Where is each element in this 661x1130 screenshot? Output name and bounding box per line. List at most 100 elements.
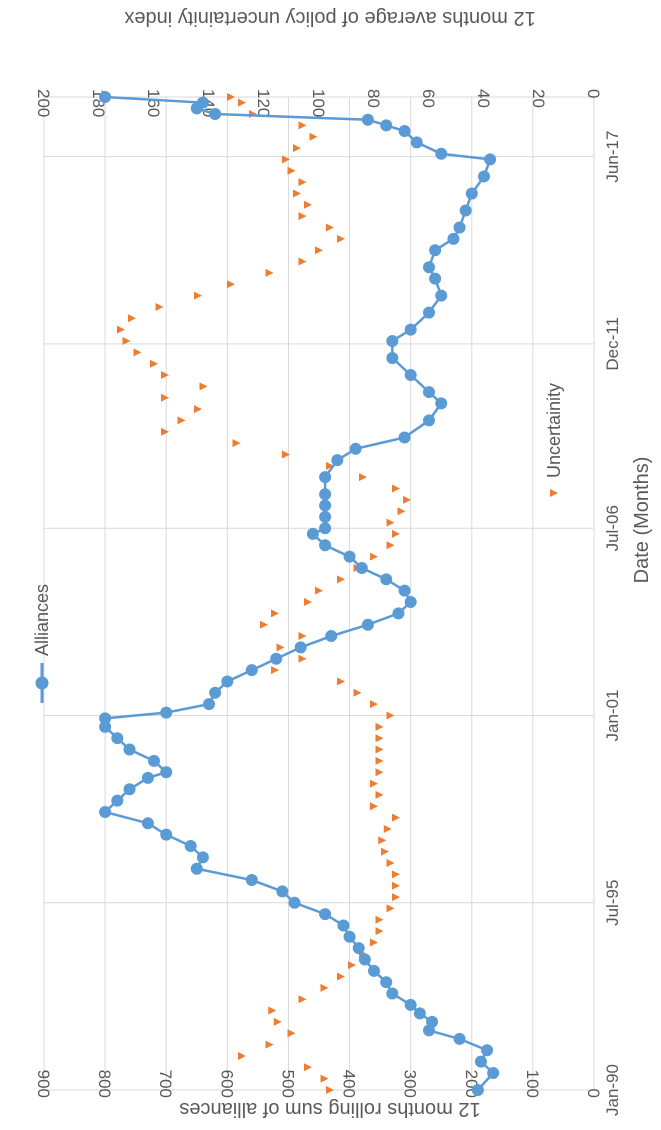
alliances-point [386,334,399,347]
alliances-point [99,805,112,818]
uncertainity-point [386,904,395,913]
x-axis-tick-label: Jun-17 [603,131,622,183]
uncertainity-point [386,859,395,868]
alliances-point [426,1015,439,1028]
alliances-point [337,919,350,932]
uncertainity-point [155,302,164,311]
uncertainity-point [287,1029,296,1038]
uncertainity-point [375,927,384,936]
uncertainity-point [326,461,334,470]
alliances-point [343,930,356,943]
alliances-point [481,1044,494,1057]
alliances-point [361,113,374,126]
alliances-point [270,652,283,665]
right-axis-tick-label: 80 [364,89,383,108]
alliances-point [160,706,173,719]
uncertainity-point [337,575,345,584]
alliances-point [196,851,209,864]
uncertainity-point [265,268,274,277]
alliances-point [447,232,460,245]
alliances-point [209,108,222,121]
alliances-point [398,431,411,444]
uncertainity-point [238,98,246,107]
uncertainity-point [381,847,389,856]
legend-entry-uncertainity: Uncertainity [544,383,564,497]
uncertainity-point [298,257,307,266]
uncertainity-point [293,189,301,198]
alliances-series [99,91,500,1096]
alliances-point [410,136,423,149]
uncertainity-point [392,881,400,890]
uncertainity-point [375,768,384,777]
uncertainity-point [273,1017,282,1026]
uncertainity-series [117,93,411,1094]
alliances-point [319,499,332,512]
alliances-point [245,874,258,887]
uncertainity-point [177,416,186,425]
legend-label-alliances: Alliances [32,584,52,656]
uncertainity-point [298,121,307,130]
uncertainity-point [227,93,235,101]
alliances-point [474,1055,487,1068]
right-axis-tick-label: 0 [584,89,603,98]
alliances-point [380,119,393,132]
uncertainity-point [392,529,400,538]
alliances-point [386,987,399,1000]
alliances-point [184,840,197,853]
uncertainity-point [375,734,384,743]
alliances-point [148,754,160,767]
alliances-point [123,743,136,756]
gridlines [43,96,595,1091]
alliances-point [203,698,215,711]
legend: Alliances Uncertainity [32,383,564,703]
uncertainity-point [375,915,384,924]
uncertainity-point [282,450,290,459]
alliances-point [423,306,435,319]
x-axis-ticks: Jan-90 Jul-95 Jan-01 Jul-06 Dec-11 Jun-17 [603,131,622,1116]
uncertainity-point [117,325,125,334]
alliances-point [484,153,497,166]
uncertainity-point [268,1006,277,1015]
x-axis-tick-label: Jul-95 [603,880,622,926]
uncertainity-point [370,779,378,788]
alliances-point [435,147,448,160]
alliances-point [99,712,112,725]
uncertainity-point [375,756,384,765]
uncertainity-point [133,348,142,357]
uncertainity-point [370,552,378,561]
left-axis-tick-label: 700 [156,1070,175,1098]
alliances-point [380,573,393,586]
uncertainity-point [375,745,384,754]
alliances-point [276,885,289,898]
alliances-point [386,352,399,365]
uncertainity-point [298,632,307,641]
alliances-point [99,720,112,733]
right-axis-ticks: 020406080100120140160180200 [34,89,603,117]
x-axis-tick-label: Jan-90 [603,1064,622,1116]
alliances-point [413,1007,426,1020]
right-axis-title: 12 months average of policy uncertainity… [124,7,535,29]
alliances-point [209,686,222,699]
uncertainity-point [375,722,384,731]
uncertainity-point [337,677,345,686]
alliances-point [404,323,417,336]
alliances-point [429,272,442,285]
uncertainity-point [392,813,400,822]
uncertainity-point [304,598,312,607]
uncertainity-point [271,666,279,675]
alliances-point [319,510,332,523]
alliances-point [196,96,209,109]
uncertainity-point [265,1040,274,1049]
uncertainity-point [276,643,285,652]
uncertainity-point [161,427,169,436]
uncertainity-point [348,961,356,970]
alliances-point [358,953,371,966]
alliances-point [471,1084,484,1096]
alliances-point [160,766,173,779]
alliances-point [478,170,490,183]
alliances-point [343,550,356,563]
alliances-point [319,539,332,552]
legend-entry-alliances: Alliances [32,584,52,703]
